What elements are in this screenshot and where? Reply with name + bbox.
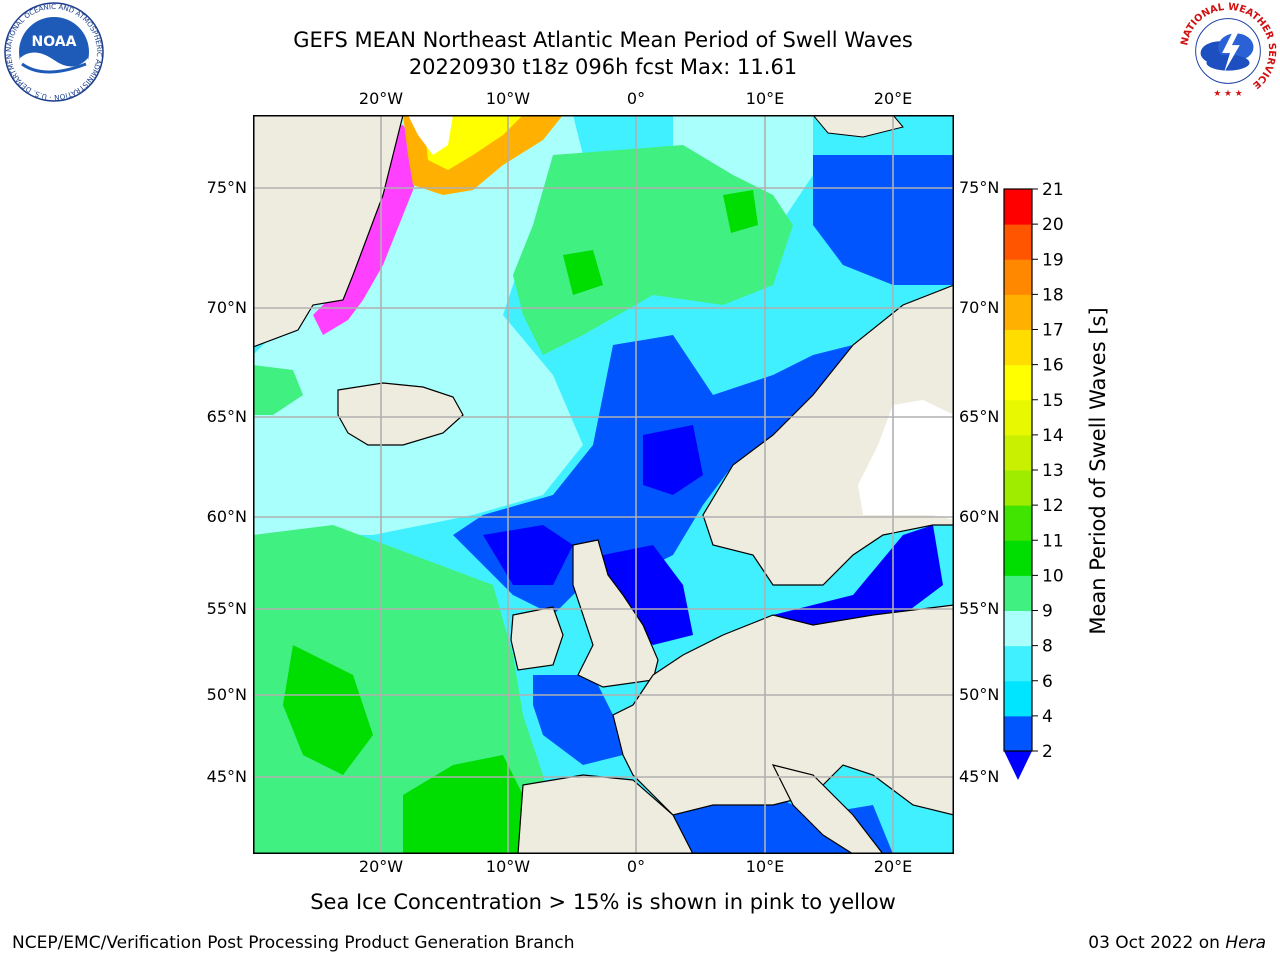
map-border <box>253 115 954 854</box>
colorbar-block <box>1004 364 1032 401</box>
colorbar-block <box>1004 715 1032 752</box>
colorbar-tick-label: 14 <box>1042 426 1064 446</box>
nws-logo: NATIONAL WEATHER SERVICE ★ ★ ★ <box>1179 2 1277 99</box>
forecast-subtitle: 20220930 t18z 096h fcst Max: 11.61 <box>408 55 798 79</box>
colorbar-tick-label: 9 <box>1042 602 1053 622</box>
colorbar-tick-label: 10 <box>1042 566 1064 586</box>
colorbar-tick-label: 2 <box>1042 742 1053 762</box>
colorbar-tick-label: 12 <box>1042 496 1064 516</box>
lat-label-right: 55°N <box>959 599 1000 618</box>
noaa-logo-text: NOAA <box>32 34 77 50</box>
land-svalbard <box>812 115 904 138</box>
colorbar-block <box>1004 294 1032 330</box>
lat-label-right: 65°N <box>959 407 1000 426</box>
colorbar-tick-label: 17 <box>1042 321 1064 341</box>
colorbar-block <box>1004 470 1032 506</box>
period-10-11-zone <box>563 250 603 295</box>
colorbar-block <box>1004 189 1032 225</box>
colorbar-blocks <box>1004 189 1032 752</box>
colorbar-block <box>1004 680 1032 717</box>
lat-label-left: 45°N <box>206 767 247 786</box>
swell-period-map <box>253 115 954 854</box>
land-iberia <box>517 774 694 854</box>
lon-label-bottom: 20°E <box>873 857 913 876</box>
colorbar-block <box>1004 575 1032 611</box>
colorbar-tick-label: 4 <box>1042 707 1053 727</box>
colorbar-label: Mean Period of Swell Waves [s] <box>1086 307 1110 635</box>
lat-label-right: 75°N <box>959 178 1000 197</box>
land-europe <box>612 604 954 816</box>
colorbar-tick-label: 13 <box>1042 461 1064 481</box>
period-under-2-zone <box>773 525 943 625</box>
period-under-2-zone <box>483 525 573 585</box>
land-italy <box>771 764 884 854</box>
lon-label-bottom: 20°W <box>358 857 404 876</box>
footer-machine: Hera <box>1225 933 1266 953</box>
colorbar-tick-label: 11 <box>1042 531 1064 551</box>
colorbar-block <box>1004 434 1032 471</box>
lat-label-left: 75°N <box>206 178 247 197</box>
lon-label-top: 20°W <box>358 89 404 108</box>
colorbar-block <box>1004 505 1032 541</box>
lat-label-left: 65°N <box>206 407 247 426</box>
period-2-4-zone <box>533 675 623 765</box>
colorbar-under-arrow <box>1004 751 1032 780</box>
noaa-logo: NATIONAL OCEANIC AND ATMOSPHERIC ADMINIS… <box>4 2 104 102</box>
lon-label-top: 20°E <box>873 89 913 108</box>
period-9-10-zone <box>253 365 303 415</box>
lat-label-right: 50°N <box>959 685 1000 704</box>
lat-label-right: 60°N <box>959 507 1000 526</box>
lon-label-bottom: 10°W <box>485 857 531 876</box>
colorbar-tick-label: 15 <box>1042 391 1064 411</box>
lat-label-left: 70°N <box>206 298 247 317</box>
lon-label-top: 0° <box>626 89 646 108</box>
period-9-10-zone <box>513 145 793 355</box>
colorbar-tick-label: 6 <box>1042 672 1053 692</box>
lat-label-left: 60°N <box>206 507 247 526</box>
period-10-11-zone <box>723 190 758 233</box>
svg-text:★ ★ ★: ★ ★ ★ <box>1213 89 1242 99</box>
colorbar-ticks: 2 4 6 8 9 10 11 12 13 14 15 16 17 18 19 20 21 <box>1032 180 1064 762</box>
period-under-2-zone <box>643 425 703 495</box>
lon-label-top: 10°W <box>485 89 531 108</box>
lat-label-right: 70°N <box>959 298 1000 317</box>
land-iceland <box>337 382 464 446</box>
lon-label-bottom: 0° <box>626 857 646 876</box>
footer-date: 03 Oct 2022 on Hera <box>1088 933 1266 953</box>
colorbar-tick-label: 18 <box>1042 285 1064 305</box>
colorbar-tick-label: 21 <box>1042 180 1064 200</box>
colorbar-block <box>1004 224 1032 260</box>
colorbar-block <box>1004 259 1032 295</box>
footer-credit: NCEP/EMC/Verification Post Processing Pr… <box>12 933 575 953</box>
period-10-11-zone <box>283 645 373 775</box>
chart-title: GEFS MEAN Northeast Atlantic Mean Period… <box>293 28 913 52</box>
lat-label-left: 50°N <box>206 685 247 704</box>
colorbar-block <box>1004 645 1032 682</box>
sea-ice-caption: Sea Ice Concentration > 15% is shown in … <box>310 890 896 914</box>
colorbar-tick-label: 20 <box>1042 215 1064 235</box>
colorbar-tick-label: 8 <box>1042 637 1053 657</box>
colorbar-block <box>1004 399 1032 436</box>
lat-label-left: 55°N <box>206 599 247 618</box>
colorbar-block <box>1004 329 1032 366</box>
graticule <box>253 115 954 854</box>
lon-label-top: 10°E <box>745 89 785 108</box>
gulf-of-bothnia <box>858 400 954 520</box>
colorbar: 2 4 6 8 9 10 11 12 13 14 15 16 17 18 19 20 21 <box>1003 180 1064 780</box>
land-ireland <box>510 606 564 671</box>
lon-label-bottom: 10°E <box>745 857 785 876</box>
colorbar-block <box>1004 610 1032 647</box>
sea-ice-zone <box>408 115 453 155</box>
land-greenland <box>253 115 404 348</box>
colorbar-tick-label: 19 <box>1042 250 1064 270</box>
period-10-11-zone <box>403 755 523 854</box>
colorbar-tick-label: 16 <box>1042 356 1064 376</box>
colorbar-block <box>1004 540 1032 576</box>
footer-date-text: 03 Oct 2022 on <box>1088 933 1226 953</box>
lat-label-right: 45°N <box>959 767 1000 786</box>
